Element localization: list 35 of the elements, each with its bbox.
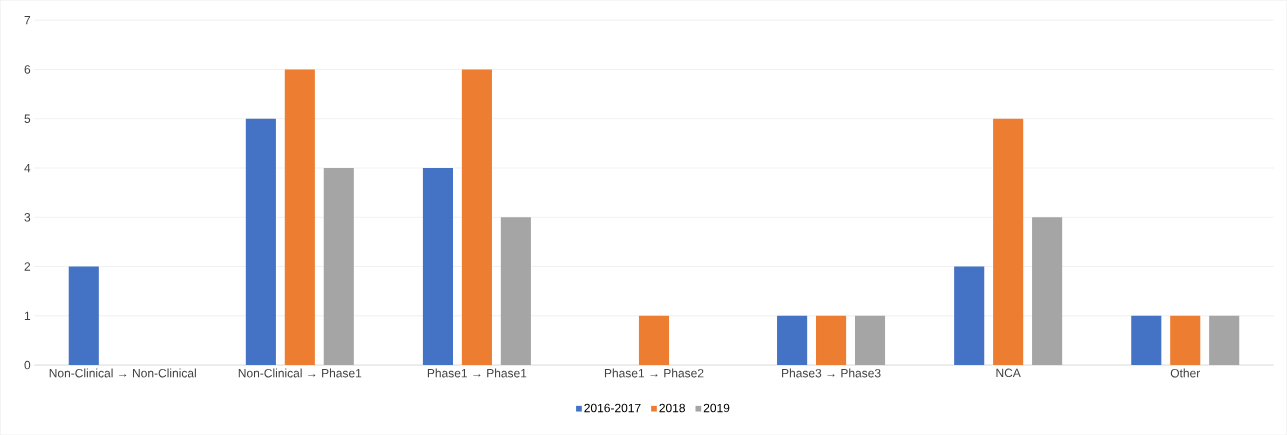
y-tick-label: 5 [24, 114, 31, 123]
legend-label: 2019 [703, 403, 730, 413]
x-tick-label: NCA [996, 368, 1021, 377]
bar [245, 118, 276, 365]
bar [1209, 315, 1240, 365]
x-tick-label: Phase3 → Phase3 [782, 368, 881, 378]
y-tick-label: 6 [24, 65, 31, 74]
bar [422, 167, 453, 365]
bar [461, 69, 492, 365]
legend-label: 2018 [659, 403, 685, 413]
bar [68, 266, 99, 365]
bar [854, 315, 886, 365]
bar [1131, 315, 1162, 365]
bar [1032, 217, 1063, 365]
bar [777, 315, 808, 365]
y-tick-label: 1 [24, 311, 31, 320]
bar [638, 315, 670, 365]
bar [816, 315, 847, 365]
x-tick-label: Non-Clinical → Phase1 [238, 368, 362, 378]
x-tick-label: Phase1 → Phase1 [427, 368, 527, 378]
legend-label: 2016-2017 [584, 403, 641, 413]
x-tick-label: Non-Clinical → Non-Clinical [49, 368, 196, 378]
y-tick-label: 3 [24, 212, 31, 222]
bar [323, 167, 354, 365]
bar [1170, 315, 1201, 365]
y-tick-label: 2 [24, 262, 31, 271]
y-tick-label: 0 [24, 360, 31, 370]
y-tick-label: 7 [24, 15, 31, 25]
bar [954, 266, 985, 365]
y-tick-label: 4 [24, 163, 31, 172]
bar [284, 69, 315, 365]
x-tick-label: Phase1 → Phase2 [604, 368, 704, 378]
x-tick-label: Other [1170, 368, 1201, 378]
bar [993, 118, 1024, 365]
bar [500, 217, 531, 365]
